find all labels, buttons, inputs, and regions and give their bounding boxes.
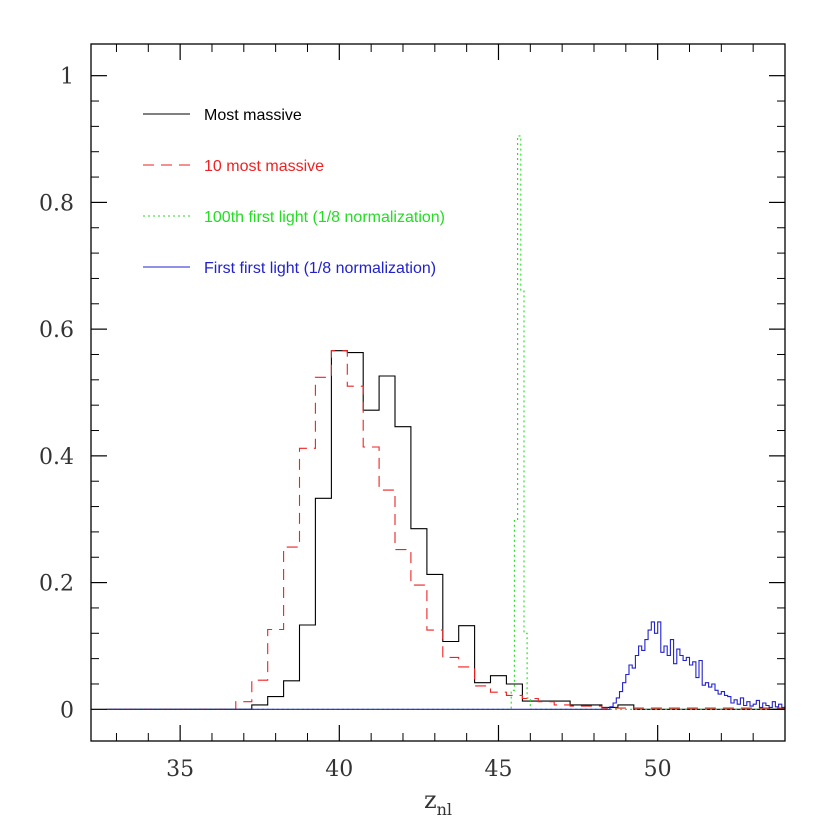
x-axis-title-subscript: nl <box>437 800 452 819</box>
x-axis-title: znl <box>424 786 452 819</box>
y-tick-label: 0.6 <box>39 318 74 343</box>
series-line-2 <box>106 350 786 710</box>
legend-label-4: First first light (1/8 normalization) <box>204 260 436 277</box>
y-tick-label: 0.8 <box>39 191 74 216</box>
y-tick-label: 1 <box>60 65 74 90</box>
ticks-layer: 35 40 45 50 0 0.2 0.4 0.6 0.8 1 <box>39 44 786 782</box>
legend: Most massive 10 most massive 100th first l… <box>143 107 445 277</box>
y-tick-label: 0.4 <box>39 445 74 470</box>
legend-label-2: 10 most massive <box>204 158 324 175</box>
series-line-1 <box>106 350 785 710</box>
legend-label-1: Most massive <box>204 107 302 124</box>
legend-label-3: 100th first light (1/8 normalization) <box>204 209 445 226</box>
series-layer <box>106 135 786 710</box>
plot-frame <box>90 43 786 742</box>
x-axis-title-main: z <box>424 786 437 814</box>
y-tick-label: 0 <box>60 698 74 723</box>
x-tick-label: 40 <box>325 757 353 782</box>
series-line-4 <box>106 621 786 710</box>
x-tick-label: 50 <box>644 757 672 782</box>
x-tick-label: 35 <box>166 757 194 782</box>
x-tick-label: 45 <box>484 757 512 782</box>
y-tick-label: 0.2 <box>39 572 74 597</box>
